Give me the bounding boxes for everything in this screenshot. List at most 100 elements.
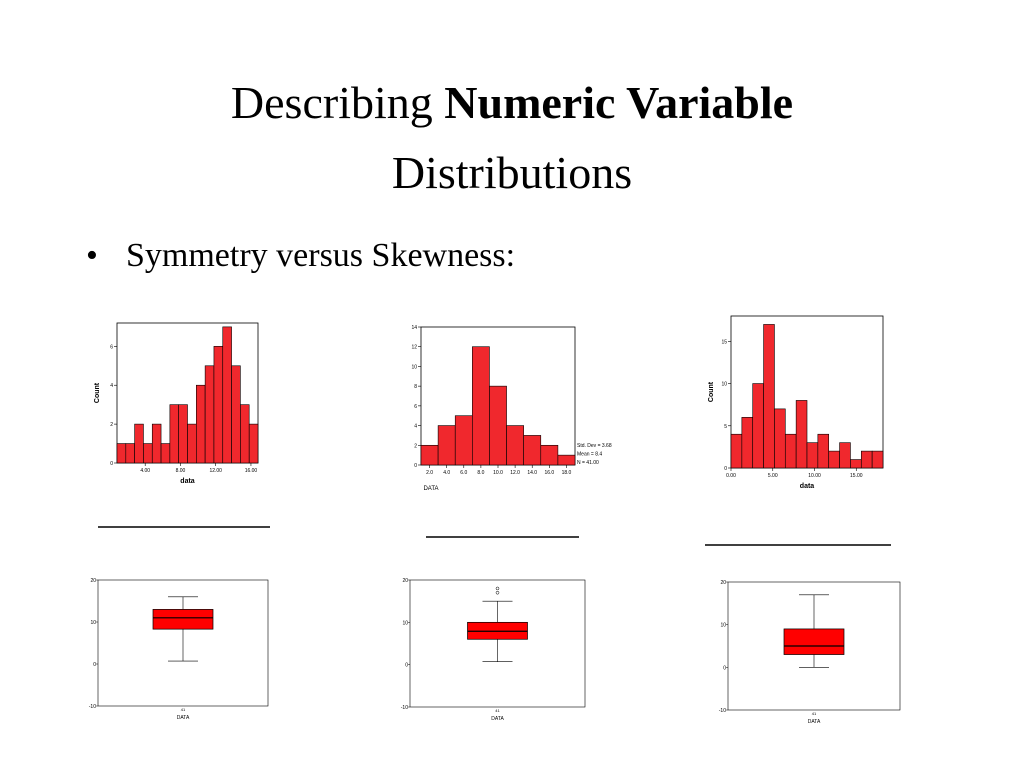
bar <box>151 423 162 464</box>
bar <box>795 400 808 469</box>
y-tick-label: 2 <box>414 443 417 449</box>
bar <box>143 443 153 464</box>
bar <box>169 404 179 464</box>
box <box>152 609 214 630</box>
x-tick-label: 15.00 <box>850 473 863 479</box>
y-tick-label: 10 <box>720 623 726 629</box>
y-tick-label: 0 <box>93 662 96 668</box>
y-tick-label: 0 <box>405 663 408 669</box>
bar <box>850 459 862 469</box>
bar <box>420 444 439 466</box>
bar <box>828 450 840 469</box>
y-tick-label: 15 <box>721 339 727 345</box>
bar <box>741 417 754 469</box>
y-tick-label: 10 <box>721 382 727 388</box>
y-tick-label: 0 <box>724 466 727 472</box>
bar <box>160 443 171 464</box>
y-axis-label: Count <box>708 381 715 402</box>
x-axis-label: DATA <box>423 486 438 492</box>
bar <box>730 433 743 469</box>
x-tick-label: 10.00 <box>808 473 821 479</box>
x-tick-label: 41 <box>181 707 186 712</box>
stats-label: N = 41.00 <box>577 460 599 466</box>
y-tick-label: 12 <box>411 345 417 351</box>
x-tick-label: 41 <box>495 708 500 713</box>
bar <box>489 385 507 466</box>
stats-label: Std. Dev = 3.68 <box>577 443 612 449</box>
x-tick-label: 12.00 <box>209 468 222 474</box>
y-tick-label: 4 <box>414 424 417 430</box>
title-line-1: Describing Numeric Variable <box>231 77 793 128</box>
y-tick-label: -10 <box>89 704 96 710</box>
bar <box>557 454 576 466</box>
x-tick-label: 6.0 <box>460 470 467 476</box>
x-tick-label: 18.0 <box>562 470 572 476</box>
x-tick-label: 16.0 <box>544 470 554 476</box>
x-tick-label: 2.0 <box>426 470 433 476</box>
bar <box>871 450 884 469</box>
bar <box>196 384 206 464</box>
title-line-2: Distributions <box>392 147 632 198</box>
y-tick-label: -10 <box>401 705 408 711</box>
y-tick-label: 14 <box>411 325 417 331</box>
x-tick-label: 14.0 <box>527 470 537 476</box>
box <box>783 628 845 655</box>
bar <box>806 442 819 469</box>
y-tick-label: 5 <box>724 424 727 430</box>
y-tick-label: 6 <box>110 344 113 350</box>
bar <box>213 346 224 464</box>
y-tick-label: 20 <box>402 578 408 584</box>
bar <box>437 425 456 466</box>
bar <box>506 425 524 466</box>
y-tick-label: 10 <box>411 364 417 370</box>
bar <box>222 326 232 464</box>
y-tick-label: 10 <box>90 620 96 626</box>
y-tick-label: 20 <box>720 580 726 586</box>
y-tick-label: 4 <box>110 383 113 389</box>
bar <box>784 433 797 469</box>
y-tick-label: 6 <box>414 404 417 410</box>
x-axis-label: data <box>800 483 815 490</box>
x-tick-label: 4.00 <box>140 468 150 474</box>
bar <box>187 423 197 464</box>
y-tick-label: 2 <box>110 422 113 428</box>
y-tick-label: 0 <box>723 665 726 671</box>
x-axis-label: data <box>180 478 195 485</box>
bar <box>752 383 764 469</box>
bar <box>231 365 241 464</box>
bullet-text: Symmetry versus Skewness: <box>126 237 515 274</box>
outlier <box>495 590 500 595</box>
x-tick-label: 41 <box>812 711 817 716</box>
plot-frame <box>727 581 901 711</box>
bar <box>817 433 830 469</box>
plot-frame <box>97 579 269 707</box>
bar <box>839 442 851 469</box>
bar <box>204 365 215 464</box>
bar <box>472 346 490 466</box>
bar <box>134 423 144 464</box>
x-tick-label: 4.0 <box>443 470 450 476</box>
x-tick-label: 16.00 <box>245 468 258 474</box>
x-axis-label: DATA <box>177 715 190 721</box>
bar <box>116 443 127 464</box>
y-tick-label: -10 <box>719 708 726 714</box>
bar <box>763 324 775 469</box>
y-tick-label: 0 <box>110 461 113 467</box>
bar <box>240 404 250 464</box>
bar <box>540 444 559 466</box>
bar <box>860 450 873 469</box>
bullet-dot: • <box>86 237 98 274</box>
x-tick-label: 5.00 <box>768 473 778 479</box>
x-tick-label: 10.0 <box>493 470 503 476</box>
bar <box>454 415 473 466</box>
outlier <box>495 586 500 591</box>
title-bold: Numeric Variable <box>444 77 793 128</box>
x-tick-label: 8.0 <box>477 470 484 476</box>
bar <box>125 443 135 464</box>
stats-label: Mean = 8.4 <box>577 452 602 458</box>
y-tick-label: 10 <box>402 620 408 626</box>
y-tick-label: 0 <box>414 463 417 469</box>
y-tick-label: 8 <box>414 384 417 390</box>
x-tick-label: 0.00 <box>726 473 736 479</box>
